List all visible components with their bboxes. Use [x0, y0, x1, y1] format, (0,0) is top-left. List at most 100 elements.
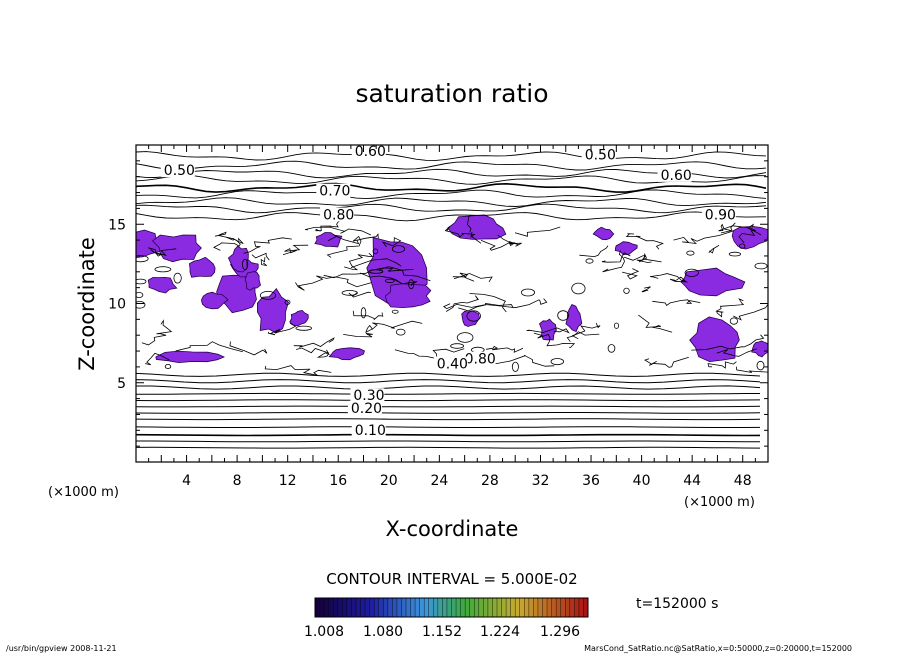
colorbar-cell: [578, 598, 584, 617]
colorbar-cell: [383, 598, 389, 617]
colorbar-cell: [351, 598, 357, 617]
contour-line: [148, 247, 177, 257]
colorbar-cell: [451, 598, 457, 617]
contour-line: [136, 174, 767, 185]
contour-label-bg: [657, 167, 692, 182]
contour-line: [408, 279, 415, 290]
colorbar-cell: [324, 598, 329, 617]
colorbar-cell: [396, 598, 402, 617]
contour-label-bg: [581, 147, 616, 162]
colorbar-cell: [474, 598, 480, 617]
contour-line: [691, 334, 765, 351]
contour-line: [344, 252, 374, 271]
colorbar-cell: [456, 598, 461, 617]
contour-line: [450, 343, 465, 349]
contour-line: [267, 322, 297, 336]
contour-line: [708, 244, 720, 254]
contour-line: [136, 440, 761, 443]
colorbar-cell: [574, 598, 580, 617]
colorbar-cell: [547, 598, 552, 617]
contour-line: [372, 248, 379, 255]
supersaturation-region: [751, 340, 768, 358]
contour-line: [444, 226, 482, 244]
contour-line: [686, 250, 695, 256]
contour-line: [136, 426, 761, 428]
contour-line: [623, 287, 630, 294]
contour-label-bg: [433, 356, 468, 371]
contour-line: [391, 245, 406, 253]
contour-line: [136, 446, 761, 449]
contour-line: [601, 252, 631, 263]
supersaturation-region: [539, 318, 557, 341]
supersaturation-region: [461, 310, 480, 327]
contour-line: [175, 341, 243, 353]
contour-line: [497, 234, 522, 247]
colorbar-cell: [346, 598, 352, 617]
contour-line: [644, 356, 689, 368]
contour-line: [136, 255, 149, 263]
contour-line: [368, 269, 384, 274]
supersaturation-region: [314, 232, 343, 248]
footer-right: MarsCond_SatRatio.nc@SatRatio,x=0:50000,…: [584, 644, 852, 653]
contour-line: [293, 337, 335, 348]
contour-line: [715, 298, 745, 318]
contour-interval-text: CONTOUR INTERVAL = 5.000E-02: [326, 570, 577, 588]
colorbar-cell: [551, 598, 557, 617]
supersaturation-region: [256, 288, 289, 334]
colorbar-cell: [355, 598, 361, 617]
contour-line: [445, 295, 479, 312]
colorbar-cell: [556, 598, 561, 617]
contour-line: [514, 226, 561, 237]
contour-line: [251, 252, 270, 261]
contour-line: [649, 273, 688, 283]
contour-plot: 0.60 0.500.50 0.600.700.80 0.900.800.400.30…: [108, 144, 769, 489]
time-text: t=152000 s: [636, 596, 718, 612]
contour-label-bg: [350, 388, 385, 403]
supersaturation-region: [614, 241, 638, 256]
supersaturation-region: [152, 234, 202, 263]
contour-line: [381, 237, 402, 248]
contour-label: 0.60: [661, 168, 692, 184]
colorbar-cell: [583, 598, 589, 617]
contour-line: [360, 272, 418, 287]
supersaturation-region: [328, 347, 365, 361]
colorbar-frame: [314, 597, 589, 618]
colorbar-cell: [374, 598, 379, 617]
colorbar: 1.008 1.080 1.152 1.224 1.296: [304, 597, 589, 640]
contour-line: [579, 245, 609, 258]
contour-line: [395, 328, 406, 336]
contour-line: [360, 307, 367, 319]
contour-line: [754, 262, 768, 270]
contour-line: [384, 278, 395, 284]
colorbar-label: 1.296: [540, 624, 580, 640]
colorbar-cell: [428, 598, 434, 617]
colorbar-cell: [360, 598, 366, 617]
colorbar-cell: [533, 598, 539, 617]
x-tick-label: 44: [683, 473, 701, 489]
contour-label: 0.80: [465, 352, 496, 368]
contour-line: [625, 233, 664, 250]
contour-line: [452, 272, 475, 282]
contour-line: [243, 237, 292, 254]
contour-label: 0.50: [585, 147, 616, 163]
contour-line: [379, 266, 431, 282]
contour-line: [350, 258, 402, 268]
x-tick-label: 32: [532, 473, 550, 489]
y-tick-label: 5: [117, 376, 126, 392]
colorbar-cell: [337, 598, 343, 617]
contour-line: [480, 239, 511, 251]
y-axis-label: Z-coordinate: [75, 237, 99, 371]
colorbar-cell: [378, 598, 384, 617]
contour-line: [136, 203, 767, 214]
contour-line: [229, 341, 268, 356]
contour-label: 0.80: [323, 208, 354, 224]
colorbar-label: 1.152: [422, 624, 462, 640]
contour-line: [136, 182, 767, 193]
contour-line: [213, 237, 241, 251]
contour-line: [511, 361, 519, 372]
contour-line: [136, 392, 760, 395]
contour-line: [467, 214, 472, 233]
colorbar-cell: [369, 598, 375, 617]
supersaturation-region: [384, 283, 432, 309]
contour-line: [638, 314, 673, 333]
